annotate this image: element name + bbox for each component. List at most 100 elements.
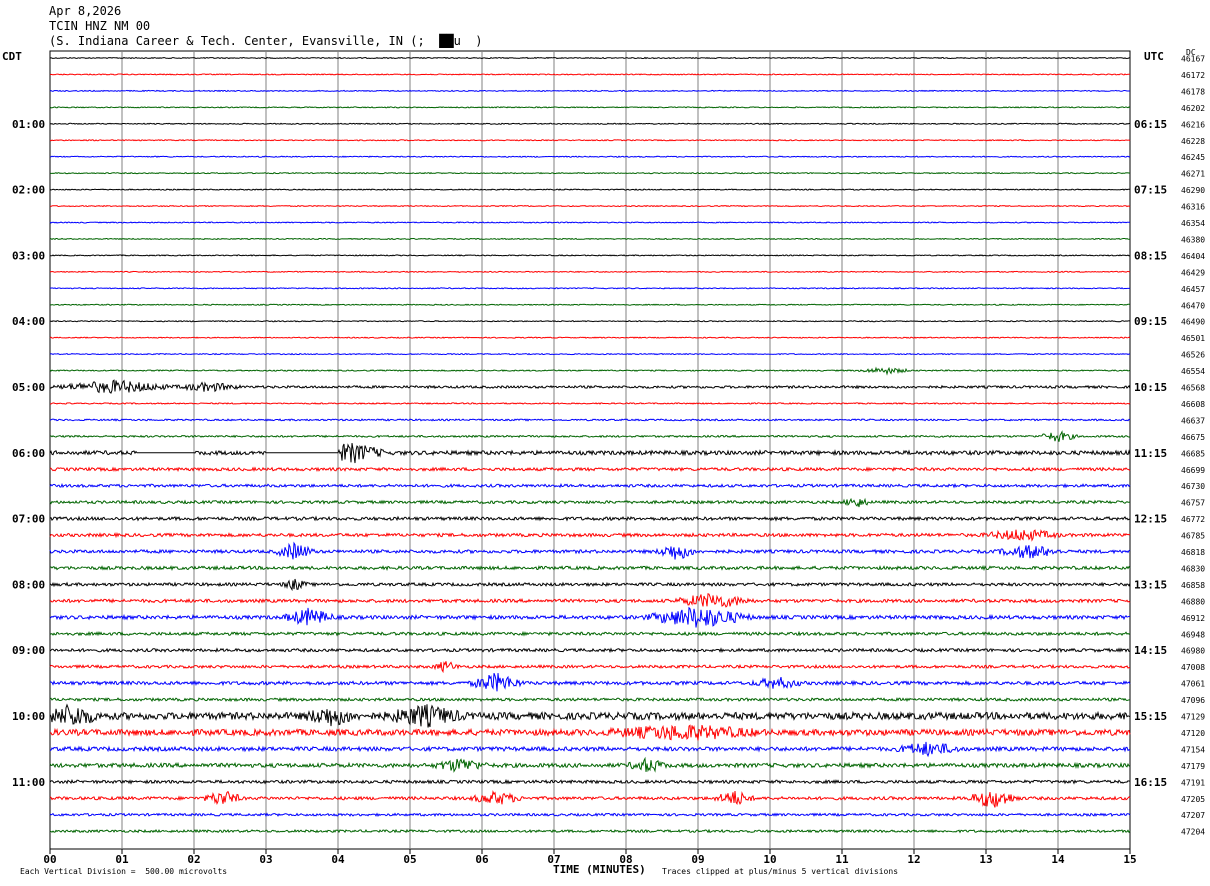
x-tick-label: 01 <box>115 853 129 866</box>
x-tick-label: 15 <box>1123 853 1136 866</box>
seismic-trace-line <box>49 188 1130 191</box>
seismic-trace-line <box>49 789 1131 808</box>
station-location: (S. Indiana Career & Tech. Center, Evans… <box>49 34 483 48</box>
x-tick-label: 10 <box>763 853 776 866</box>
dc-offset-header: DC <box>1186 48 1196 57</box>
right-timezone-label: UTC <box>1144 50 1164 63</box>
plot-date: Apr 8,2026 <box>49 4 122 18</box>
x-tick-label: 14 <box>1051 853 1065 866</box>
left-hour-label: 07:00 <box>12 513 45 526</box>
seismic-trace-line <box>49 73 1131 76</box>
right-hour-label: 12:15 <box>1134 513 1167 526</box>
seismic-trace-line <box>49 673 1131 692</box>
dc-offset-label: 46404 <box>1181 252 1205 261</box>
seismic-trace-line <box>49 756 1131 773</box>
plot-frame <box>49 50 1131 850</box>
left-hour-label: 04:00 <box>12 315 45 328</box>
left-hour-label: 08:00 <box>12 578 45 591</box>
dc-offset-label: 46216 <box>1181 120 1205 129</box>
dc-offset-label: 46202 <box>1181 104 1205 113</box>
right-hour-label: 07:15 <box>1134 184 1167 197</box>
seismic-trace-line <box>49 254 1131 257</box>
dc-offset-label: 46675 <box>1181 433 1205 442</box>
right-hour-label: 08:15 <box>1134 249 1167 262</box>
dc-offset-label: 47205 <box>1181 795 1205 804</box>
dc-offset-label: 46554 <box>1181 367 1205 376</box>
seismic-trace-line <box>49 515 1131 522</box>
seismic-trace-line <box>49 56 1131 60</box>
seismic-trace-line <box>49 287 1131 290</box>
x-tick-label: 12 <box>907 853 920 866</box>
seismic-trace-line <box>49 418 1131 422</box>
seismic-trace-line <box>49 122 1131 125</box>
dc-offset-label: 46568 <box>1181 384 1205 393</box>
seismic-trace-line <box>49 352 1131 356</box>
seismic-trace-line <box>49 204 1131 208</box>
seismic-trace-line <box>49 155 1131 158</box>
dc-offset-label: 46637 <box>1181 416 1205 425</box>
dc-offset-label: 46470 <box>1181 301 1205 310</box>
seismic-trace-line <box>49 172 1131 175</box>
seismic-trace-line <box>49 828 1131 834</box>
seismic-trace-line <box>49 541 1131 560</box>
x-tick-label: 00 <box>43 853 56 866</box>
x-tick-label: 04 <box>331 853 345 866</box>
seismic-trace-line <box>49 366 1131 376</box>
right-hour-label: 14:15 <box>1134 644 1167 657</box>
dc-offset-label: 47154 <box>1181 745 1205 754</box>
left-hour-label: 09:00 <box>12 644 45 657</box>
right-hour-label: 11:15 <box>1134 447 1167 460</box>
dc-offset-label: 47204 <box>1181 828 1205 837</box>
right-hour-label: 09:15 <box>1134 315 1167 328</box>
seismic-trace-line <box>49 703 1131 728</box>
dc-offset-label: 46290 <box>1181 186 1205 195</box>
dc-offset-label: 46316 <box>1181 203 1205 212</box>
seismic-trace-line <box>49 379 1131 394</box>
x-tick-label: 13 <box>979 853 992 866</box>
x-tick-label: 02 <box>187 853 200 866</box>
dc-offset-label: 47191 <box>1181 778 1205 787</box>
dc-offset-label: 46380 <box>1181 235 1205 244</box>
seismic-trace-line <box>49 647 1131 654</box>
dc-offset-label: 46830 <box>1181 564 1205 573</box>
dc-offset-label: 46271 <box>1181 170 1205 179</box>
seismic-trace-line <box>49 466 1131 473</box>
seismic-trace-line <box>49 303 1131 306</box>
x-tick-label: 08 <box>619 853 632 866</box>
left-hour-label: 06:00 <box>12 447 45 460</box>
clipping-note: Traces clipped at plus/minus 5 vertical … <box>662 867 899 876</box>
left-hour-label: 10:00 <box>12 710 45 723</box>
seismic-trace-line <box>49 778 1131 785</box>
dc-offset-label: 46526 <box>1181 351 1205 360</box>
dc-offset-label: 47120 <box>1181 729 1205 738</box>
dc-offset-label: 46858 <box>1181 581 1205 590</box>
seismic-trace-line <box>49 606 1130 628</box>
x-tick-label: 03 <box>259 853 272 866</box>
dc-offset-label: 46245 <box>1181 153 1205 162</box>
dc-offset-label: 46457 <box>1181 285 1205 294</box>
dc-offset-label: 46501 <box>1181 334 1205 343</box>
dc-offset-label: 46912 <box>1181 614 1205 623</box>
seismic-trace-line <box>49 529 1131 542</box>
x-tick-label: 05 <box>403 853 416 866</box>
dc-offset-label: 46167 <box>1181 55 1205 64</box>
left-hour-label: 02:00 <box>12 184 45 197</box>
right-hour-label: 16:15 <box>1134 776 1167 789</box>
dc-offset-label: 46490 <box>1181 318 1205 327</box>
vertical-scale-note: Each Vertical Division = 500.00 microvol… <box>20 867 228 876</box>
seismic-trace-line <box>49 430 1131 442</box>
seismic-trace-line <box>49 443 1131 464</box>
dc-offset-label: 46980 <box>1181 647 1205 656</box>
dc-offset-label: 46757 <box>1181 499 1205 508</box>
dc-offset-label: 46429 <box>1181 268 1205 277</box>
dc-offset-label: 46178 <box>1181 87 1205 96</box>
dc-offset-label: 47096 <box>1181 696 1205 705</box>
x-tick-label: 06 <box>475 853 489 866</box>
seismic-trace-line <box>49 724 1131 741</box>
x-tick-label: 09 <box>691 853 704 866</box>
seismic-trace-line <box>49 578 1131 592</box>
right-hour-label: 10:15 <box>1134 381 1167 394</box>
dc-offset-label: 46172 <box>1181 71 1205 80</box>
dc-offset-label: 47129 <box>1181 713 1205 722</box>
